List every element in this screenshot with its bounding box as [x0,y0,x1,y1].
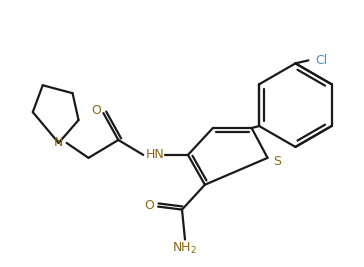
Text: Cl: Cl [315,54,327,67]
Text: N: N [54,136,63,150]
Text: S: S [273,155,281,168]
Text: HN: HN [146,148,165,161]
Text: O: O [144,199,154,212]
Text: O: O [91,104,102,117]
Text: NH$_2$: NH$_2$ [173,241,198,256]
